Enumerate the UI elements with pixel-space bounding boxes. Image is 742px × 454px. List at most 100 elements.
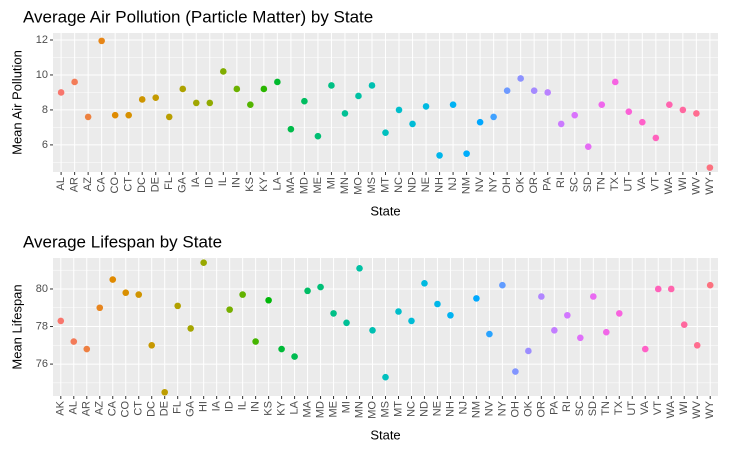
x-tick-label: NV: [483, 400, 495, 416]
y-axis-title: Mean Lifespan: [9, 284, 24, 369]
x-tick-label: IA: [211, 400, 223, 411]
point: [317, 283, 324, 291]
y-tick-label: 6: [42, 139, 48, 151]
chart-title: Average Air Pollution (Particle Matter) …: [23, 7, 373, 26]
x-tick-label: NY: [496, 400, 508, 416]
x-tick-label: AZ: [94, 401, 106, 415]
x-tick-label: MD: [298, 177, 310, 194]
point: [499, 281, 506, 289]
x-tick-label: CT: [133, 401, 145, 416]
x-tick-label: MA: [285, 176, 297, 193]
x-tick-label: HI: [198, 401, 210, 412]
x-tick-label: GA: [177, 176, 189, 193]
point: [165, 113, 173, 121]
point: [517, 75, 524, 82]
point: [341, 110, 349, 117]
x-axis-title: State: [370, 203, 400, 218]
point: [355, 92, 362, 100]
x-tick-label: SD: [587, 401, 599, 416]
point: [693, 342, 701, 349]
y-tick-label: 78: [36, 320, 48, 332]
point: [395, 106, 403, 114]
x-tick-label: IA: [190, 176, 202, 187]
point: [551, 326, 558, 334]
y-axis-title: Mean Air Pollution: [9, 50, 24, 155]
x-tick-label: ND: [418, 401, 430, 417]
x-tick-label: WY: [704, 400, 716, 418]
point: [654, 285, 662, 293]
y-tick-label: 10: [36, 69, 48, 81]
point: [220, 68, 227, 75]
x-tick-label: DE: [159, 401, 171, 416]
x-tick-label: ID: [204, 177, 216, 188]
x-tick-label: MT: [379, 177, 391, 193]
x-tick-label: DE: [150, 177, 162, 192]
x-tick-label: WA: [663, 176, 675, 194]
x-tick-label: RI: [561, 401, 573, 412]
point: [490, 113, 497, 121]
x-tick-label: NE: [431, 401, 443, 416]
x-tick-label: FL: [163, 177, 175, 190]
y-tick-label: 76: [36, 358, 48, 370]
x-tick-label: NH: [444, 401, 456, 417]
x-tick-label: MS: [366, 177, 378, 194]
x-tick-label: LA: [288, 400, 300, 414]
point: [57, 89, 65, 96]
x-tick-label: AL: [55, 177, 67, 190]
x-tick-label: MN: [339, 177, 351, 194]
point: [83, 345, 91, 353]
point: [447, 311, 454, 319]
x-tick-label: TN: [596, 177, 608, 192]
x-tick-label: KS: [263, 401, 275, 416]
point: [652, 134, 660, 142]
point: [109, 276, 117, 283]
x-tick-label: AK: [55, 400, 67, 415]
x-tick-label: MS: [379, 401, 391, 418]
x-tick-label: MO: [366, 401, 378, 419]
point: [226, 306, 233, 313]
point: [356, 265, 363, 272]
point: [84, 113, 92, 121]
point: [274, 78, 281, 86]
point: [693, 110, 700, 117]
x-tick-label: AZ: [82, 177, 94, 191]
point: [287, 125, 295, 133]
point: [200, 259, 207, 266]
x-tick-label: ND: [406, 177, 418, 193]
point: [148, 342, 156, 349]
x-tick-label: WY: [704, 176, 716, 194]
point: [135, 291, 143, 298]
point: [233, 85, 241, 93]
x-tick-label: DC: [146, 401, 158, 417]
point: [330, 310, 337, 317]
point: [291, 353, 298, 360]
x-tick-label: IN: [231, 177, 243, 188]
point: [436, 152, 443, 159]
point: [369, 326, 376, 334]
point: [463, 150, 470, 157]
x-tick-label: KY: [258, 176, 270, 191]
x-tick-label: KS: [244, 177, 256, 192]
point: [557, 120, 565, 128]
x-tick-label: VT: [650, 177, 662, 191]
point: [328, 82, 335, 89]
point: [611, 78, 619, 86]
x-tick-label: WI: [677, 177, 689, 190]
point: [343, 319, 350, 327]
x-tick-label: CA: [107, 400, 119, 416]
point: [304, 287, 311, 295]
x-tick-label: NE: [420, 177, 432, 192]
x-tick-label: LA: [271, 176, 283, 190]
x-tick-label: SC: [569, 177, 581, 192]
x-tick-label: GA: [185, 400, 197, 417]
point: [680, 321, 688, 328]
x-tick-label: MO: [352, 177, 364, 195]
x-tick-label: AR: [81, 401, 93, 416]
point: [247, 101, 254, 108]
point: [161, 388, 168, 396]
x-tick-label: VT: [652, 401, 664, 415]
point: [278, 345, 285, 353]
x-tick-label: WV: [691, 400, 703, 418]
x-tick-label: WV: [690, 176, 702, 194]
x-tick-label: NM: [461, 177, 473, 194]
